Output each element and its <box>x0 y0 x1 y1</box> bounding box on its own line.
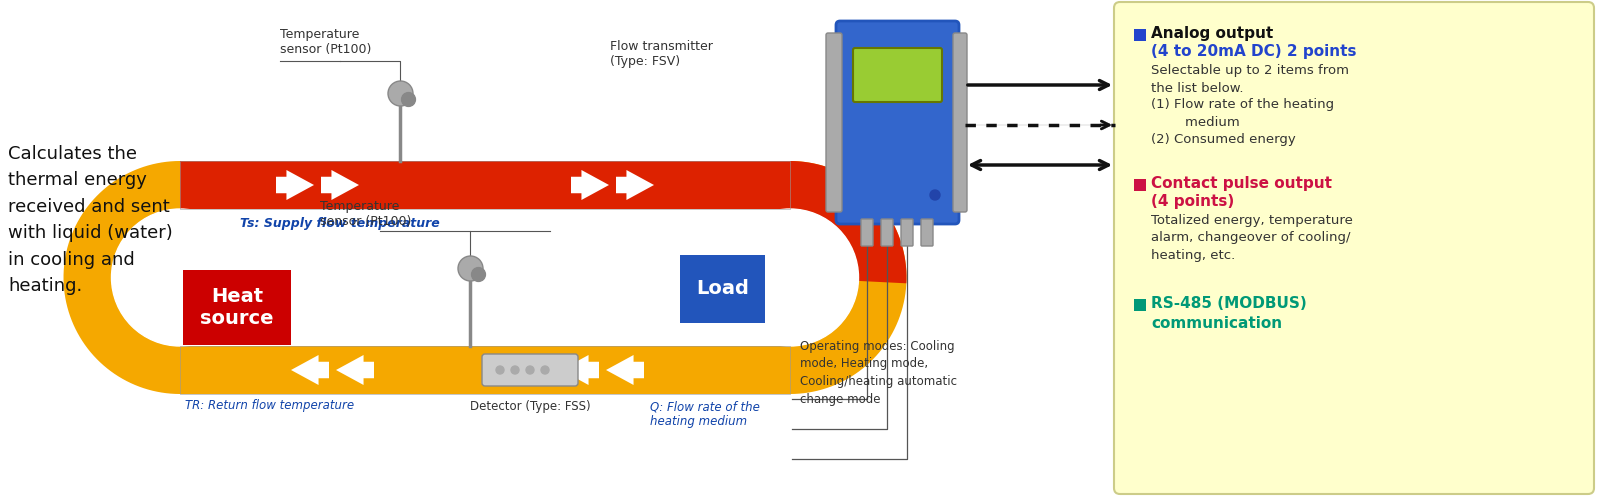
FancyBboxPatch shape <box>1134 179 1146 191</box>
Polygon shape <box>790 161 907 394</box>
Circle shape <box>722 209 859 346</box>
Circle shape <box>510 366 518 374</box>
Text: RS-485 (MODBUS)
communication: RS-485 (MODBUS) communication <box>1150 296 1307 331</box>
Polygon shape <box>562 355 598 385</box>
FancyBboxPatch shape <box>179 209 790 346</box>
Text: Heat
source: Heat source <box>200 287 274 328</box>
Text: Calculates the
thermal energy
received and sent
with liquid (water)
in cooling a: Calculates the thermal energy received a… <box>8 145 173 295</box>
FancyBboxPatch shape <box>835 21 958 224</box>
Text: Analog output: Analog output <box>1150 26 1274 41</box>
Text: Temperature
sensor (Pt100): Temperature sensor (Pt100) <box>320 200 411 228</box>
Polygon shape <box>291 355 330 385</box>
FancyBboxPatch shape <box>861 219 874 246</box>
FancyBboxPatch shape <box>882 219 893 246</box>
FancyBboxPatch shape <box>482 354 578 386</box>
Polygon shape <box>571 170 610 200</box>
Text: Operating modes: Cooling
mode, Heating mode,
Cooling/heating automatic
change mo: Operating modes: Cooling mode, Heating m… <box>800 340 957 406</box>
FancyBboxPatch shape <box>853 48 942 102</box>
Circle shape <box>496 366 504 374</box>
FancyBboxPatch shape <box>680 255 765 323</box>
Polygon shape <box>336 355 374 385</box>
Text: Detector (Type: FSS): Detector (Type: FSS) <box>470 400 590 413</box>
FancyBboxPatch shape <box>954 33 966 212</box>
Circle shape <box>526 366 534 374</box>
Text: Q: Flow rate of the
heating medium: Q: Flow rate of the heating medium <box>650 400 760 428</box>
FancyBboxPatch shape <box>1134 299 1146 311</box>
FancyBboxPatch shape <box>826 33 842 212</box>
Text: (4 to 20mA DC) 2 points: (4 to 20mA DC) 2 points <box>1150 44 1357 59</box>
Polygon shape <box>606 355 643 385</box>
Text: Ts: Supply flow temperature: Ts: Supply flow temperature <box>240 217 440 230</box>
Text: Contact pulse output: Contact pulse output <box>1150 176 1331 191</box>
FancyBboxPatch shape <box>179 346 790 394</box>
Text: Selectable up to 2 items from
the list below.: Selectable up to 2 items from the list b… <box>1150 64 1349 95</box>
Circle shape <box>541 366 549 374</box>
FancyBboxPatch shape <box>1114 2 1594 494</box>
Text: Flow transmitter
(Type: FSV): Flow transmitter (Type: FSV) <box>610 40 714 68</box>
FancyBboxPatch shape <box>922 219 933 246</box>
FancyBboxPatch shape <box>1134 29 1146 41</box>
Text: (4 points): (4 points) <box>1150 194 1234 209</box>
Text: Load: Load <box>696 280 749 299</box>
Polygon shape <box>64 161 179 394</box>
Text: TR: Return flow temperature: TR: Return flow temperature <box>186 399 354 412</box>
FancyBboxPatch shape <box>182 270 291 345</box>
Text: (1) Flow rate of the heating
        medium
(2) Consumed energy: (1) Flow rate of the heating medium (2) … <box>1150 98 1334 146</box>
Text: Temperature
sensor (Pt100): Temperature sensor (Pt100) <box>280 28 371 56</box>
Circle shape <box>930 190 941 200</box>
Polygon shape <box>277 170 314 200</box>
Circle shape <box>112 209 248 346</box>
FancyBboxPatch shape <box>179 161 790 209</box>
Polygon shape <box>322 170 358 200</box>
FancyBboxPatch shape <box>901 219 914 246</box>
Polygon shape <box>616 170 654 200</box>
Polygon shape <box>790 161 907 283</box>
Text: Totalized energy, temperature
alarm, changeover of cooling/
heating, etc.: Totalized energy, temperature alarm, cha… <box>1150 214 1354 262</box>
